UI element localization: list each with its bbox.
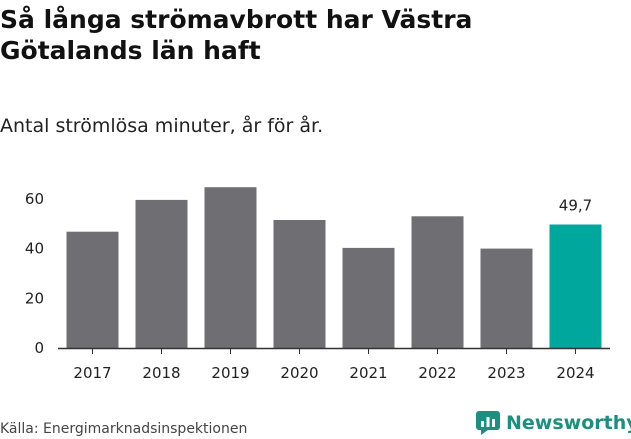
x-tick-label: 2022 xyxy=(418,364,456,382)
x-tick-label: 2018 xyxy=(142,364,180,382)
x-axis: 2017 2018 2019 2020 2021 2022 2023 2024 xyxy=(58,347,610,382)
bar-2021 xyxy=(342,247,395,348)
x-tick-label: 2017 xyxy=(73,364,111,382)
y-axis: 0 20 40 60 xyxy=(25,190,44,357)
data-label-2024: 49,7 xyxy=(559,196,592,214)
y-tick-label: 20 xyxy=(25,289,44,307)
bar-2024 xyxy=(549,224,602,348)
bar-2023 xyxy=(480,248,533,348)
data-labels: 49,7 xyxy=(559,196,592,214)
x-tick-label: 2023 xyxy=(487,364,525,382)
x-tick-label: 2020 xyxy=(280,364,318,382)
chart-title: Så långa strömavbrott har Västra Götalan… xyxy=(0,5,473,65)
y-tick-label: 60 xyxy=(25,190,44,208)
y-tick-label: 0 xyxy=(34,339,44,357)
chart-subtitle: Antal strömlösa minuter, år för år. xyxy=(0,115,324,137)
bar-2017 xyxy=(66,231,119,348)
bar-2022 xyxy=(411,216,464,348)
x-tick-label: 2019 xyxy=(211,364,249,382)
source-note: Källa: Energimarknadsinspektionen xyxy=(0,421,248,437)
newsworthy-logo-icon xyxy=(476,411,500,435)
bar-2018 xyxy=(135,199,188,348)
y-tick-label: 40 xyxy=(25,240,44,258)
x-tick-label: 2021 xyxy=(349,364,387,382)
newsworthy-brand: Newsworthy xyxy=(476,409,631,437)
bars xyxy=(66,187,602,348)
bar-2019 xyxy=(204,187,257,348)
x-tick-label: 2024 xyxy=(556,364,594,382)
bar-2020 xyxy=(273,220,326,348)
brand-name: Newsworthy xyxy=(506,412,631,434)
